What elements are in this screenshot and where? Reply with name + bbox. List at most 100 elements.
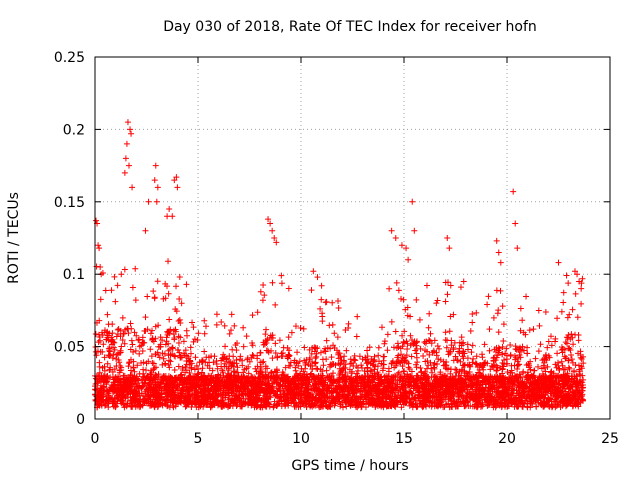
data-point [320,387,327,394]
data-point [476,366,483,373]
data-point [399,363,406,370]
data-point [532,355,539,362]
data-point [202,323,209,330]
data-point [403,352,410,359]
data-point [469,319,476,326]
data-point [252,397,259,404]
data-point [165,340,172,347]
data-point [479,373,486,380]
data-point [436,375,443,382]
data-point [214,365,221,372]
data-point [165,328,172,335]
data-point [545,395,552,402]
data-point [195,330,202,337]
data-point [326,395,333,402]
data-point [427,330,434,337]
data-point [464,346,471,353]
data-point [147,396,154,403]
data-point [257,288,264,295]
data-point [567,352,574,359]
data-point [402,306,409,313]
data-point [188,403,195,410]
data-point [210,359,217,366]
data-point [131,329,138,336]
data-point [160,355,167,362]
data-point [433,393,440,400]
data-point [160,375,167,382]
data-point [106,348,113,355]
data-point [481,361,488,368]
data-point [239,392,246,399]
data-point [536,322,543,329]
data-point [394,371,401,378]
data-point [493,385,500,392]
data-point [512,343,519,350]
data-point [285,399,292,406]
data-point [358,380,365,387]
data-point [407,342,414,349]
data-point [572,290,579,297]
data-point [234,364,241,371]
data-point [456,345,463,352]
data-point [444,366,451,373]
data-point [526,327,533,334]
data-point [166,357,173,364]
data-point [202,399,209,406]
data-point [140,398,147,405]
data-point [100,341,107,348]
data-point [567,381,574,388]
data-point [317,349,324,356]
data-point [290,399,297,406]
data-point [329,321,336,328]
data-point [452,353,459,360]
data-point [399,332,406,339]
data-point [579,372,586,379]
data-point [147,330,154,337]
data-point [174,346,181,353]
data-point [462,395,469,402]
data-point [381,353,388,360]
data-point [104,360,111,367]
data-point [232,342,239,349]
data-point [222,343,229,350]
data-point [565,364,572,371]
data-point [177,392,184,399]
data-point [166,316,173,323]
data-point [149,327,156,334]
data-point [530,326,537,333]
data-point [228,380,235,387]
data-point [391,364,398,371]
data-point [511,353,518,360]
data-point [162,280,169,287]
data-point [407,332,414,339]
data-point [524,350,531,357]
data-point [428,403,435,410]
data-point [317,305,324,312]
data-point [186,369,193,376]
data-point [384,347,391,354]
data-point [240,343,247,350]
data-point [322,345,329,352]
data-point [164,403,171,410]
data-point [101,367,108,374]
data-point [235,388,242,395]
data-point [580,360,587,367]
data-point [539,357,546,364]
data-point [534,363,541,370]
data-point [433,300,440,307]
data-point [286,347,293,354]
data-point [135,337,142,344]
data-point [309,358,316,365]
data-point [281,389,288,396]
data-point [278,280,285,287]
data-point [222,391,229,398]
data-point [310,376,317,383]
data-point [238,390,245,397]
data-point [387,375,394,382]
data-point [332,394,339,401]
data-point [571,367,578,374]
data-point [119,337,126,344]
data-point [473,360,480,367]
data-point [106,367,113,374]
data-point [342,396,349,403]
